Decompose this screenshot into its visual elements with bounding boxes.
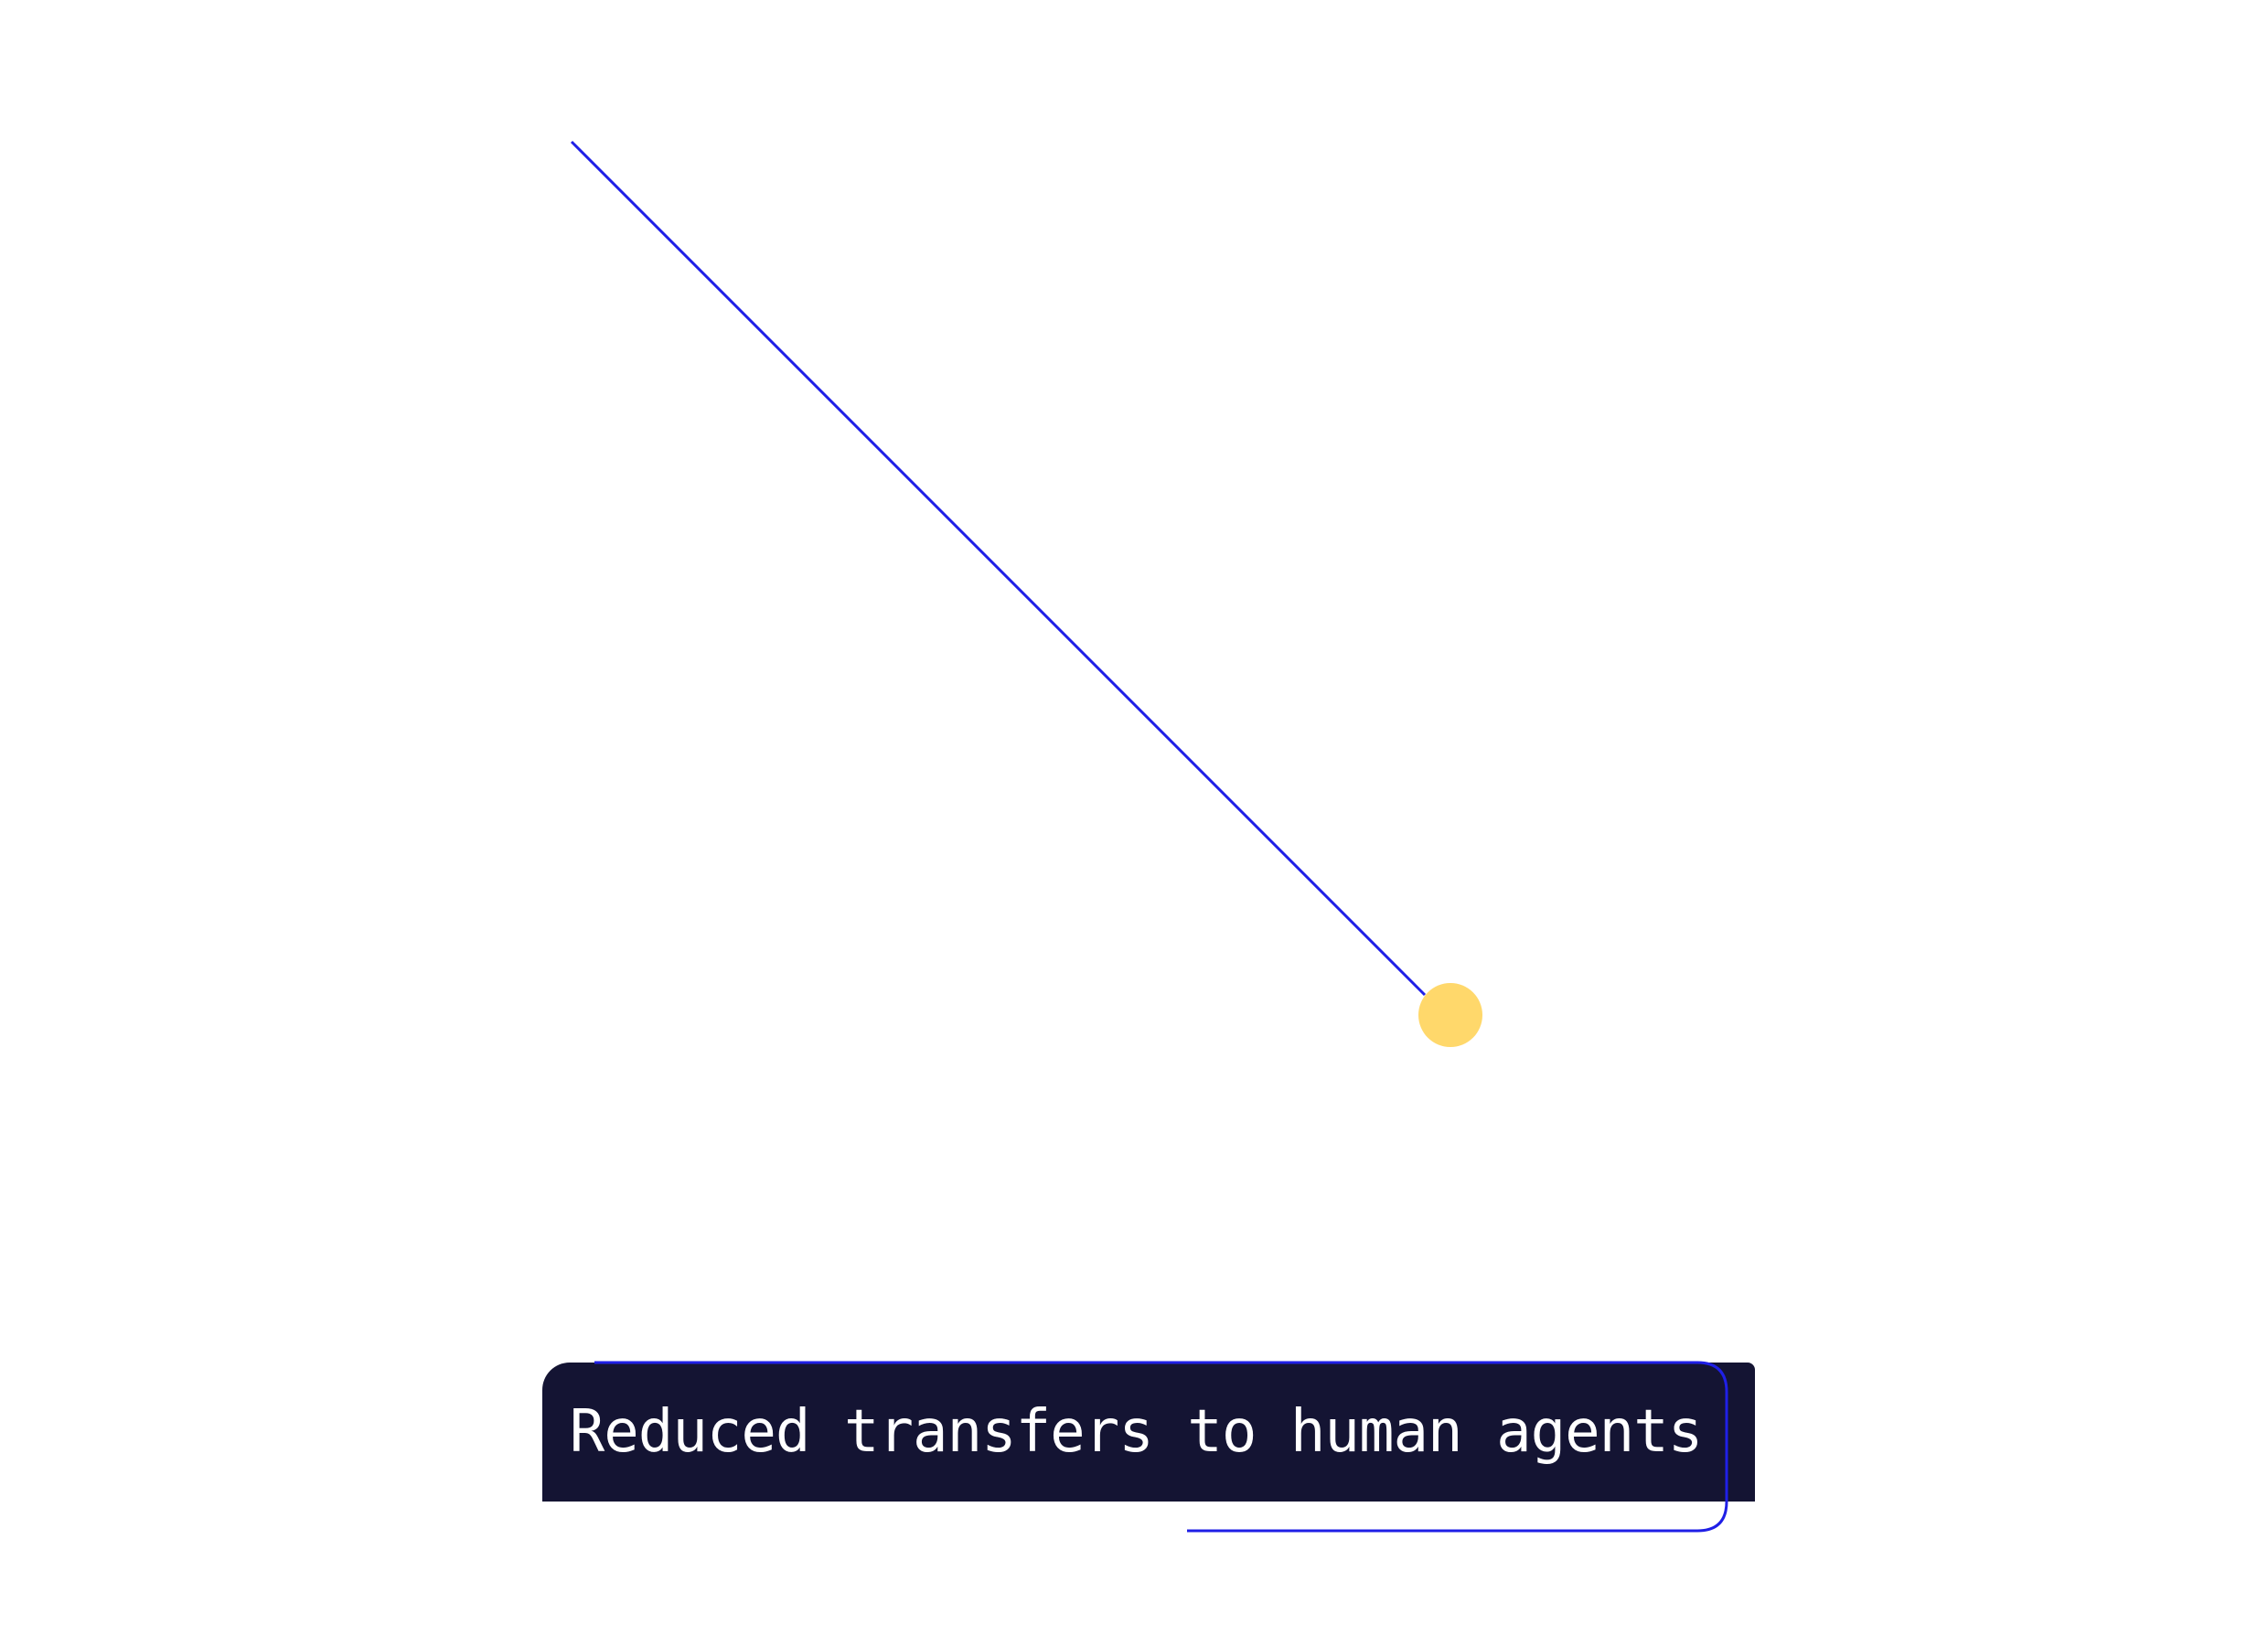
callout-label: Reduced transfers to human agents <box>569 1398 1704 1466</box>
callout-box: Reduced transfers to human agents <box>542 1363 1755 1502</box>
marker-dot <box>1418 983 1482 1047</box>
pointer-line <box>570 140 1427 997</box>
